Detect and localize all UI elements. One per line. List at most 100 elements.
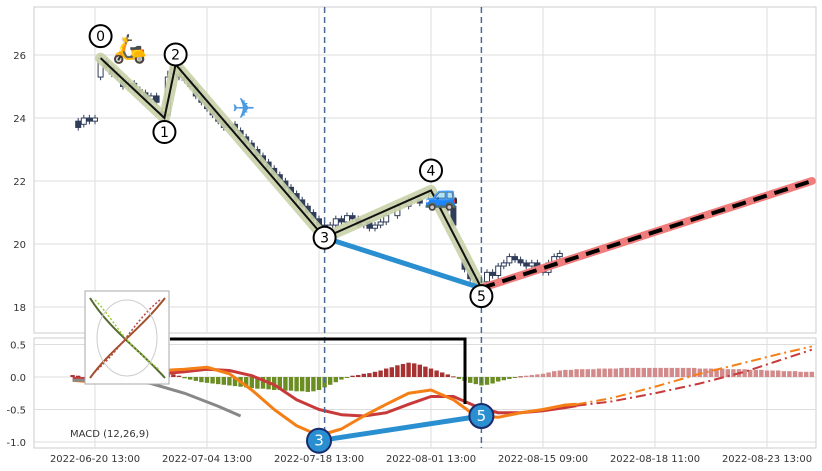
macd-histogram-bar: [608, 368, 613, 377]
macd-histogram-bar: [507, 377, 512, 379]
candlestick: [372, 221, 378, 232]
price-y-ticks: 18 20 22 24 26: [13, 51, 26, 314]
macd-histogram-bar: [440, 372, 445, 377]
airplane-icon: ✈: [232, 92, 255, 125]
candle-body: [528, 262, 535, 267]
macd-histogram-bar: [300, 377, 305, 392]
macd-histogram-bar: [652, 367, 658, 377]
candle-body: [523, 262, 530, 267]
x-tick-label: 2022-07-18 13:00: [274, 454, 364, 465]
candle-body: [484, 271, 490, 283]
macd-histogram-bar: [708, 368, 714, 377]
x-tick-label: 2022-08-15 09:00: [498, 454, 588, 465]
macd-histogram-bar: [518, 376, 523, 378]
x-tick-label: 2022-08-23 13:00: [722, 454, 812, 465]
x-tick-label: 2022-06-20 13:00: [50, 454, 140, 465]
macd-histogram-bar: [400, 364, 406, 377]
macd-y-tick-label: 0.5: [10, 341, 26, 352]
candle-body: [372, 224, 378, 229]
macd-histogram-bar: [540, 373, 546, 377]
macd-histogram-bar: [283, 377, 288, 391]
macd-histogram-bar: [580, 369, 585, 377]
candle-body: [556, 252, 563, 258]
macd-histogram-bar: [255, 377, 260, 389]
candle-body: [349, 215, 356, 220]
candlestick: [80, 114, 87, 128]
macd-histogram-bar: [171, 374, 176, 377]
inset-curve-b: [89, 297, 166, 379]
macd-wave-number: 5: [477, 407, 487, 425]
macd-wave-circle: [468, 403, 495, 429]
macd-histogram-bar: [350, 375, 355, 377]
wave-label-0: 0: [88, 24, 113, 49]
macd-histogram-bar: [70, 375, 75, 377]
macd-histogram-bar: [378, 370, 383, 377]
wave-label-4: 4: [419, 158, 443, 183]
wave-circle: [312, 225, 337, 250]
candlestick: [332, 215, 339, 229]
macd-histogram-bar: [456, 377, 462, 379]
macd-histogram-bar: [210, 377, 215, 384]
candlestick: [495, 262, 502, 279]
macd-legend: MACD (12,26,9): [70, 429, 149, 440]
macd-histogram-bar: [76, 375, 81, 377]
macd-histogram-bar: [445, 374, 450, 377]
macd-y-tick-label: 0.0: [10, 373, 26, 384]
candlestick: [444, 190, 451, 213]
price-y-tick-label: 26: [13, 51, 26, 62]
candle-body: [153, 95, 160, 103]
macd-histogram-bar: [669, 367, 674, 377]
candle-body: [86, 117, 93, 122]
macd-histogram-bar: [221, 377, 226, 385]
macd-histogram-bar: [742, 369, 747, 377]
wave-circle: [88, 24, 113, 49]
macd-wave-circle: [306, 427, 332, 454]
macd-histogram-bar: [356, 375, 361, 377]
macd-y-tick-label: -0.5: [6, 406, 26, 417]
x-tick-label: 2022-08-01 13:00: [386, 454, 476, 465]
macd-histogram-bar: [339, 377, 344, 380]
macd-histogram-bar: [227, 377, 232, 386]
macd-histogram-bar: [798, 371, 803, 377]
macd-histogram-bar: [535, 374, 540, 377]
macd-histogram-bar: [176, 375, 182, 377]
macd-histogram-bar: [602, 368, 607, 377]
macd-histogram-bar: [496, 377, 501, 382]
candle-body: [80, 117, 87, 125]
candle-body: [75, 120, 82, 128]
macd-histogram-bar: [412, 363, 417, 377]
wave-number: 1: [160, 125, 169, 141]
macd-histogram-bar: [344, 377, 350, 378]
macd-histogram-bar: [428, 368, 434, 377]
candlestick: [377, 218, 384, 229]
macd-histogram-bar: [720, 368, 725, 377]
candle-body: [92, 117, 98, 122]
macd-histogram-bar: [417, 364, 422, 377]
car-icon: 🚙: [424, 179, 459, 212]
macd-histogram-bar: [574, 369, 579, 377]
candle-body: [338, 218, 345, 223]
macd-histogram-bar: [294, 377, 299, 392]
macd-wave-number: 3: [314, 432, 324, 450]
wave-number: 0: [96, 29, 105, 45]
macd-histogram-bar: [613, 368, 618, 377]
inset-curve-c: [94, 299, 161, 371]
divergence-bracket: [170, 337, 467, 404]
macd-histogram-bar: [591, 369, 596, 377]
macd-histogram-bar: [484, 377, 490, 385]
macd-histogram-bar: [714, 368, 719, 377]
wave-circle: [163, 42, 188, 67]
macd-histogram-bar: [630, 367, 635, 377]
wave-number: 2: [171, 47, 180, 63]
macd-histogram-bar: [658, 367, 663, 377]
price-y-tick-label: 18: [13, 303, 26, 314]
price-y-tick-label: 20: [13, 240, 26, 251]
macd-histogram-bar: [204, 377, 210, 383]
macd-histogram-bar: [557, 370, 562, 377]
macd-histogram-bar: [367, 373, 372, 377]
inset-thumbnail: [84, 290, 170, 385]
macd-y-tick-label: -1.0: [6, 438, 26, 449]
macd-histogram-bar: [725, 369, 730, 377]
macd-histogram-bar: [792, 371, 798, 377]
macd-histogram-bar: [384, 368, 389, 377]
